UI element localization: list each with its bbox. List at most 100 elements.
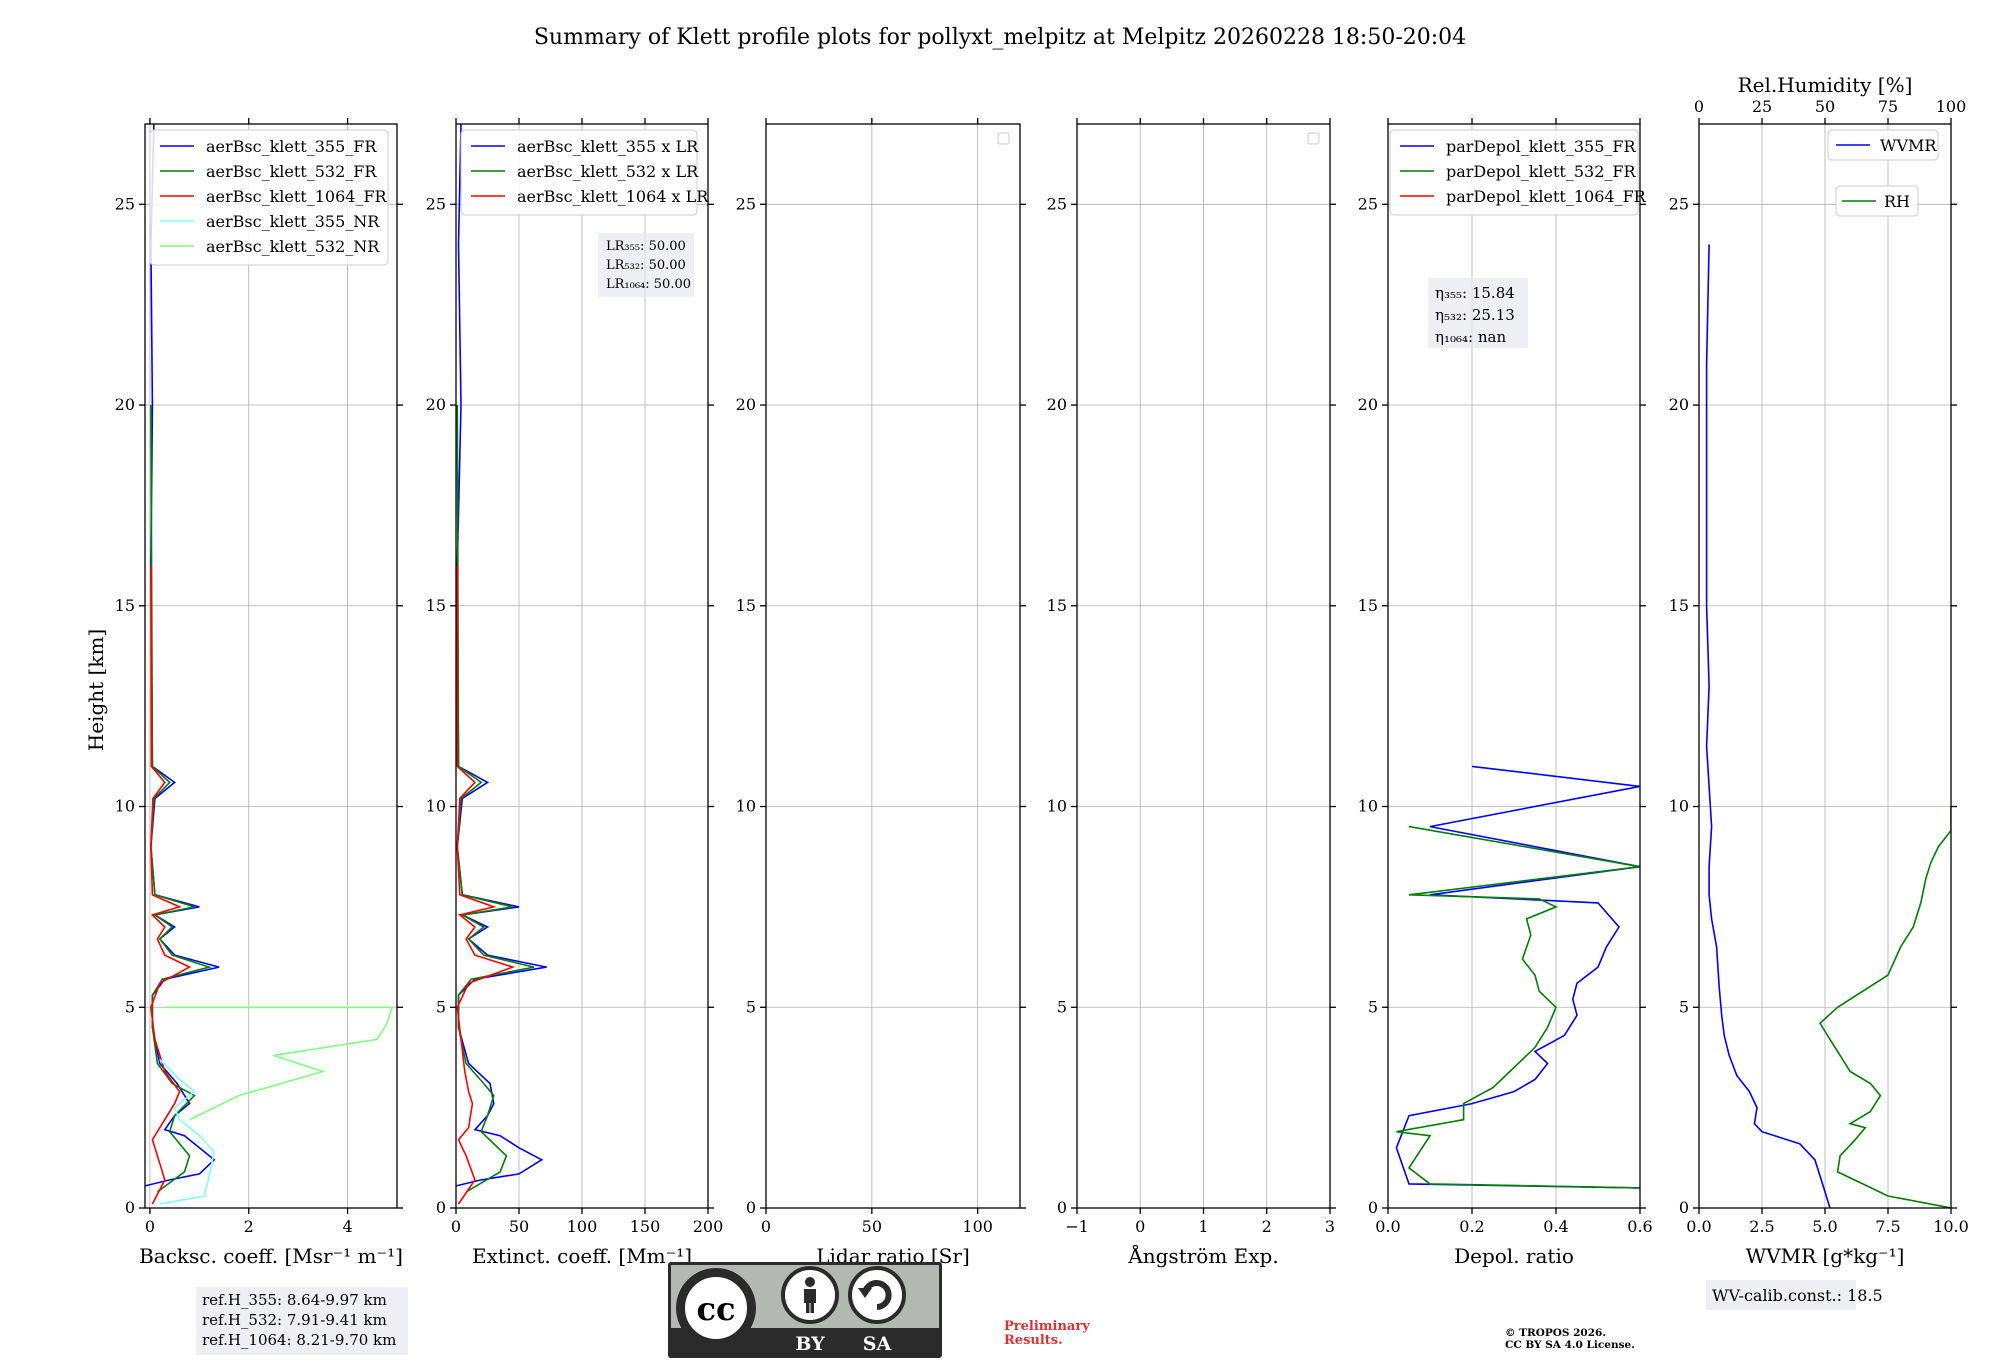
reference-height-info: ref.H_355: 8.64-9.97 km ref.H_532: 7.91-9… (196, 1287, 408, 1355)
eta-info: η₃₅₅: 15.84 η₅₃₂: 25.13 η₁₀₆₄: nan (1428, 278, 1528, 348)
x-tick-label: 100 (567, 1217, 598, 1236)
x-tick-label: 2 (1262, 1217, 1272, 1236)
reference-height-text: ref.H_1064: 8.21-9.70 km (202, 1331, 396, 1349)
axes-frame (1387, 123, 1641, 1209)
x2-tick-label: 25 (1752, 97, 1772, 116)
panel-bsc: 0 5 10 15 20 25 0 2 4 Backsc. coeff. [Msr⁻¹ m⁻¹] a… (115, 118, 408, 1355)
figure-title: Summary of Klett profile plots for polly… (534, 25, 1466, 50)
preliminary-line-2: Results. (1004, 1333, 1063, 1348)
x-tick-label: 50 (509, 1217, 529, 1236)
y-tick-label: 0 (1368, 1198, 1378, 1217)
y-tick-label: 20 (736, 395, 756, 414)
cc-text: cc (697, 1290, 736, 1328)
x2-tick-label: 75 (1878, 97, 1898, 116)
lidar-ratio-info: LR₃₅₅: 50.00 LR₅₃₂: 50.00 LR₁₀₆₄: 50.00 (598, 233, 694, 297)
x-axis-label: Backsc. coeff. [Msr⁻¹ m⁻¹] (139, 1244, 403, 1268)
series-group (456, 124, 547, 1205)
y-tick-label: 5 (436, 997, 446, 1016)
y-axis-label: Height [km] (84, 629, 108, 751)
wv-calibration-info: WV-calib.const.: 18.5 (1706, 1280, 1883, 1310)
y-tick-label: 5 (1679, 997, 1689, 1016)
series-line-aerbsc-klett-1064-x-lr (456, 565, 516, 1205)
y-tick-label: 20 (1669, 395, 1689, 414)
y-tick-label: 10 (115, 797, 135, 816)
y-tick-label: 15 (426, 596, 446, 615)
y-tick-label: 25 (1047, 194, 1067, 213)
empty-legend (1307, 132, 1320, 145)
y-tick-label: 20 (115, 395, 135, 414)
series-line-aerbsc-klett-355-x-lr (456, 124, 547, 1187)
x-tick-label: −1 (1065, 1217, 1089, 1236)
y-tick-label: 20 (1047, 395, 1067, 414)
legend-box (1389, 129, 1639, 216)
y-tick-label: 0 (746, 1198, 756, 1217)
y-tick-label: 15 (736, 596, 756, 615)
x-tick-label: 4 (342, 1217, 352, 1236)
panel-depol: 0 5 10 15 20 25 0.0 0.2 0.4 0.6 Depol. ratio parDep… (1358, 118, 1653, 1268)
x2-tick-label: 0 (1694, 97, 1704, 116)
x-tick-label: 0.0 (1686, 1217, 1711, 1236)
copyright-note: © TROPOS 2026. CC BY SA 4.0 License. (1505, 1327, 1635, 1351)
lidar-ratio-text: LR₅₃₂: 50.00 (606, 258, 686, 273)
x-tick-label: 2.5 (1749, 1217, 1774, 1236)
legend-label: aerBsc_klett_532 x LR (517, 162, 699, 181)
wv-calibration-text: WV-calib.const.: 18.5 (1712, 1286, 1883, 1305)
series-line-rh (1818, 806, 1951, 1208)
y-tick-label: 5 (1057, 997, 1067, 1016)
reference-height-text: ref.H_532: 7.91-9.41 km (202, 1311, 387, 1329)
legend-rh: RH (1835, 185, 1919, 217)
legend-label: parDepol_klett_532_FR (1446, 162, 1637, 181)
series-line-aerbsc-klett-532-x-lr (456, 404, 535, 1193)
x-tick-label: 2 (244, 1217, 254, 1236)
by-text: BY (795, 1333, 825, 1355)
x-tick-label: 50 (862, 1217, 882, 1236)
axes-frame (765, 123, 1021, 1209)
x-tick-label: 200 (693, 1217, 724, 1236)
series-line-aerbsc-klett-355-fr (145, 124, 220, 1187)
x-tick-label: 0 (145, 1217, 155, 1236)
axes-frame (144, 123, 398, 1209)
y-tick-label: 25 (115, 194, 135, 213)
legend-box (1835, 185, 1919, 217)
x-tick-label: 7.5 (1875, 1217, 1900, 1236)
y-tick-label: 10 (736, 797, 756, 816)
x-axis-label: Ångström Exp. (1127, 1243, 1278, 1268)
legend-label: RH (1884, 192, 1910, 211)
legend-label: aerBsc_klett_532_NR (206, 237, 380, 256)
y-tick-label: 0 (125, 1198, 135, 1217)
series-line-pardepol-klett-355-fr (1395, 765, 1640, 1189)
y-tick-label: 5 (125, 997, 135, 1016)
x-tick-label: 0 (1135, 1217, 1145, 1236)
y-tick-label: 10 (1358, 797, 1378, 816)
y-tick-label: 5 (746, 997, 756, 1016)
y-tick-label: 25 (426, 194, 446, 213)
legend-box (1827, 129, 1939, 161)
info-box (196, 1287, 408, 1355)
y-tick-label: 15 (1669, 596, 1689, 615)
x2-tick-label: 50 (1815, 97, 1835, 116)
info-box (598, 233, 694, 297)
y-tick-label: 25 (1358, 194, 1378, 213)
y-tick-label: 10 (1047, 797, 1067, 816)
lidar-ratio-text: LR₃₅₅: 50.00 (606, 239, 686, 254)
legend-box (460, 129, 698, 216)
panel-wv: 0 5 10 15 20 25 0.0 2.5 5.0 7.5 10.0 WVMR [g*kg⁻¹] 0… (1669, 73, 1969, 1310)
series-line-wvmr (1705, 244, 1831, 1208)
share-alike-icon (848, 1266, 906, 1324)
series-line-pardepol-klett-532-fr (1396, 825, 1640, 1189)
lidar-ratio-text: LR₁₀₆₄: 50.00 (606, 277, 691, 292)
series-group (1705, 244, 1951, 1208)
sa-text: SA (863, 1333, 892, 1355)
y-tick-label: 0 (1679, 1198, 1689, 1217)
eta-text: η₅₃₂: 25.13 (1435, 306, 1515, 324)
legend-label: aerBsc_klett_532_FR (206, 162, 377, 181)
x-tick-label: 0 (761, 1217, 771, 1236)
preliminary-line-1: Preliminary (1004, 1319, 1090, 1334)
legend-label: parDepol_klett_355_FR (1446, 137, 1637, 156)
x-axis-label: Extinct. coeff. [Mm⁻¹] (472, 1244, 692, 1268)
eta-text: η₁₀₆₄: nan (1435, 328, 1506, 346)
cc-license-badge: cc BY SA (668, 1262, 942, 1358)
series-group (1395, 765, 1640, 1189)
